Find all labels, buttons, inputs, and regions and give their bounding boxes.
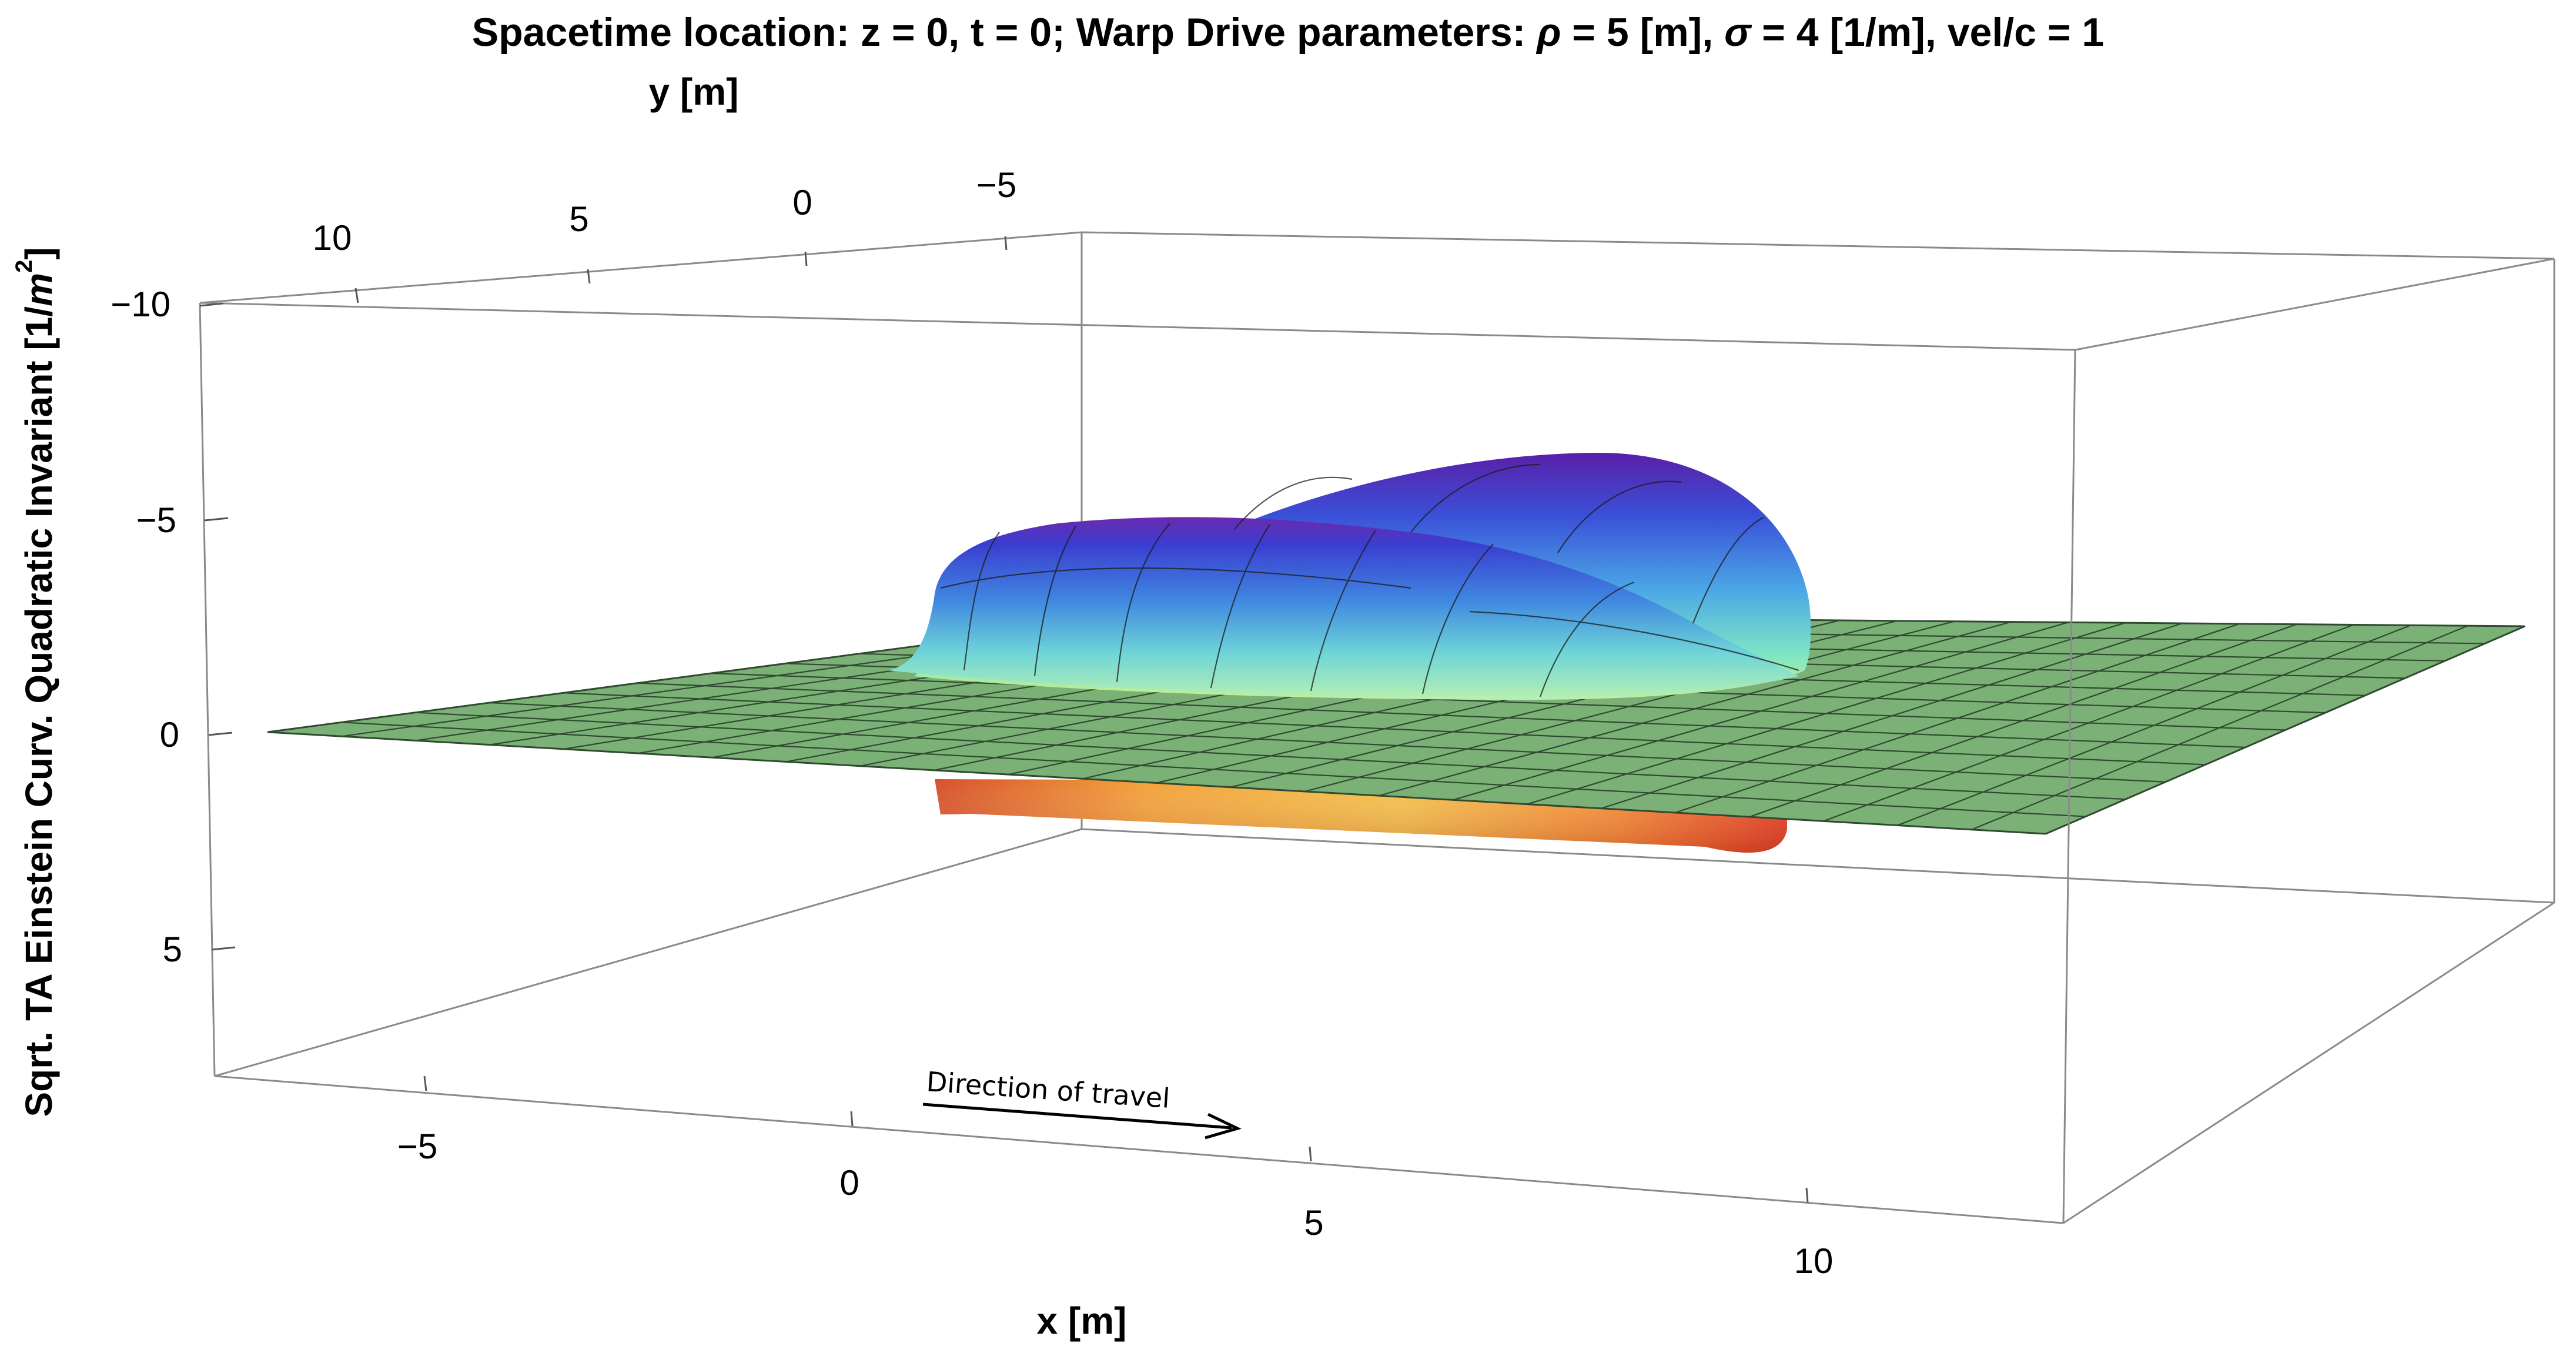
y-tick-label: 0 — [792, 183, 812, 222]
title-rho-value: = 5 [m], — [1561, 10, 1724, 55]
positive-lobes-surface — [888, 453, 1811, 700]
z-tick-label: 0 — [160, 715, 179, 754]
y-axis-label: y [m] — [649, 71, 739, 113]
plot-box-back — [199, 231, 2555, 1077]
zero-plane — [267, 613, 2525, 835]
surface-mesh-line — [1469, 610, 1799, 672]
tick-marks — [199, 236, 1809, 1203]
plane-grid-line — [489, 702, 2166, 783]
surface-mesh-line — [1539, 581, 1635, 697]
x-tick-label: 5 — [1304, 1203, 1323, 1243]
surface-mesh-line — [1310, 530, 1376, 692]
z-axis-label: Sqrt. TA Einstein Curv. Quadratic Invari… — [11, 247, 60, 1117]
z-label-suffix: ] — [18, 247, 60, 259]
title-rho: ρ — [1535, 10, 1561, 55]
surface-mesh-line — [1692, 517, 1764, 624]
z-label-exponent: 2 — [11, 260, 37, 273]
x-tick-label: −5 — [397, 1127, 437, 1166]
plane-grid-line — [563, 692, 2206, 766]
y-tick-label: −5 — [976, 165, 1016, 205]
x-axis-label: x [m] — [1037, 1300, 1127, 1342]
direction-arrowhead — [1205, 1113, 1242, 1140]
title-sigma-value: = 4 [1/m], vel/c = 1 — [1751, 10, 2104, 55]
surface-mesh-line — [1421, 543, 1494, 694]
z-tick-label: −10 — [111, 285, 170, 324]
plane-grid-line — [711, 672, 2286, 731]
surface-mesh-line — [1033, 526, 1076, 677]
title-prefix: Spacetime location: z = 0, t = 0; Warp D… — [472, 10, 1537, 55]
surface-mesh-line — [1234, 476, 1353, 530]
surface-mesh-line — [1210, 524, 1270, 689]
direction-annotation: Direction of travel — [922, 1066, 1242, 1140]
z-label-prefix: Sqrt. TA Einstein Curv. Quadratic Invari… — [18, 306, 60, 1117]
chart-title: Spacetime location: z = 0, t = 0; Warp D… — [472, 10, 2105, 55]
y-tick-label: 10 — [313, 218, 352, 258]
surface-mesh-line — [1410, 463, 1541, 533]
plot-box-front — [199, 258, 2555, 1224]
plane-grid-line — [341, 722, 2086, 817]
z-tick-label: −5 — [136, 500, 176, 540]
plane-grid-line — [415, 712, 2126, 800]
x-tick-label: 10 — [1794, 1241, 1834, 1281]
surface-mesh-line — [940, 567, 1411, 589]
z-tick-label: 5 — [163, 930, 182, 969]
x-tick-label: 0 — [839, 1163, 859, 1203]
title-sigma: σ — [1724, 10, 1752, 55]
z-label-unit: m — [18, 273, 60, 306]
surface-mesh-line — [1557, 480, 1682, 553]
y-tick-label: 5 — [569, 199, 588, 239]
surface-mesh-line — [1116, 523, 1170, 683]
surface-mesh-line — [963, 532, 1000, 671]
plane-grid-line — [637, 682, 2246, 749]
direction-arrow — [922, 1103, 1232, 1130]
